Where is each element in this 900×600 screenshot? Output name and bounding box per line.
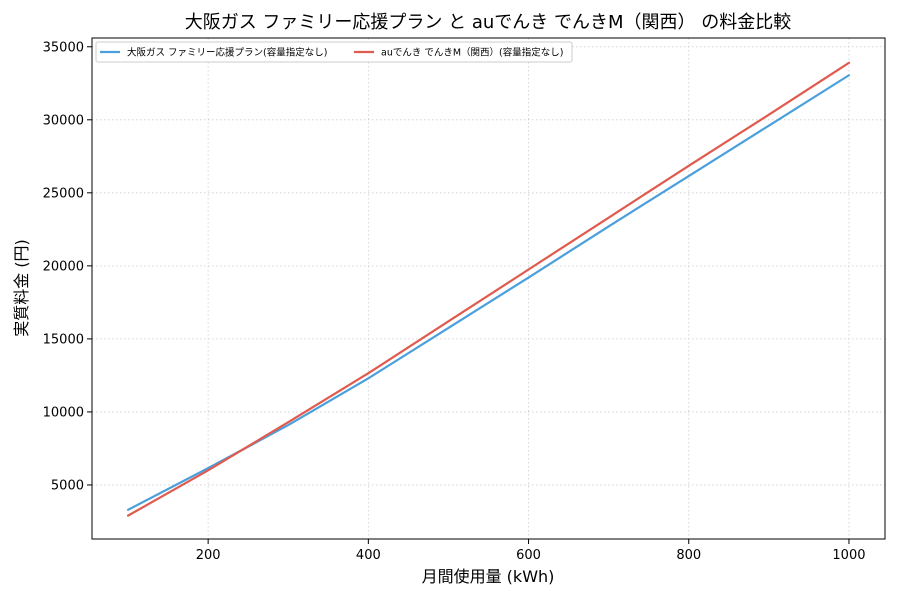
legend-label-osaka-gas: 大阪ガス ファミリー応援プラン(容量指定なし) [127,47,327,59]
legend-label-au-denki: auでんき でんきM（関西）(容量指定なし) [381,47,563,59]
y-tick-label: 20000 [43,259,84,274]
y-tick-label: 10000 [43,405,84,420]
x-tick-label: 400 [356,548,381,563]
series-lines [126,61,851,517]
y-tick-label: 35000 [43,40,84,55]
axis-ticks: 200 400 600 800 1000 5000 10000 15000 20000 25000… [43,40,866,563]
grid [92,38,885,539]
series-line-1 [126,61,851,517]
y-axis-label: 実質料金 (円) [12,239,31,337]
y-tick-label: 5000 [51,478,84,493]
y-tick-label: 30000 [43,113,84,128]
plot-area-frame [91,37,886,540]
x-axis-label: 月間使用量 (kWh) [422,567,555,586]
y-tick-label: 15000 [43,332,84,347]
x-tick-label: 1000 [832,548,865,563]
chart-title: 大阪ガス ファミリー応援プラン と auでんき でんきM（関西） の料金比較 [185,12,792,33]
legend-box [95,41,573,63]
x-tick-label: 200 [196,548,221,563]
y-tick-label: 25000 [43,186,84,201]
legend: 大阪ガス ファミリー応援プラン(容量指定なし) auでんき でんきM（関西）(容… [95,41,573,63]
x-tick-label: 600 [516,548,541,563]
x-tick-label: 800 [676,548,701,563]
